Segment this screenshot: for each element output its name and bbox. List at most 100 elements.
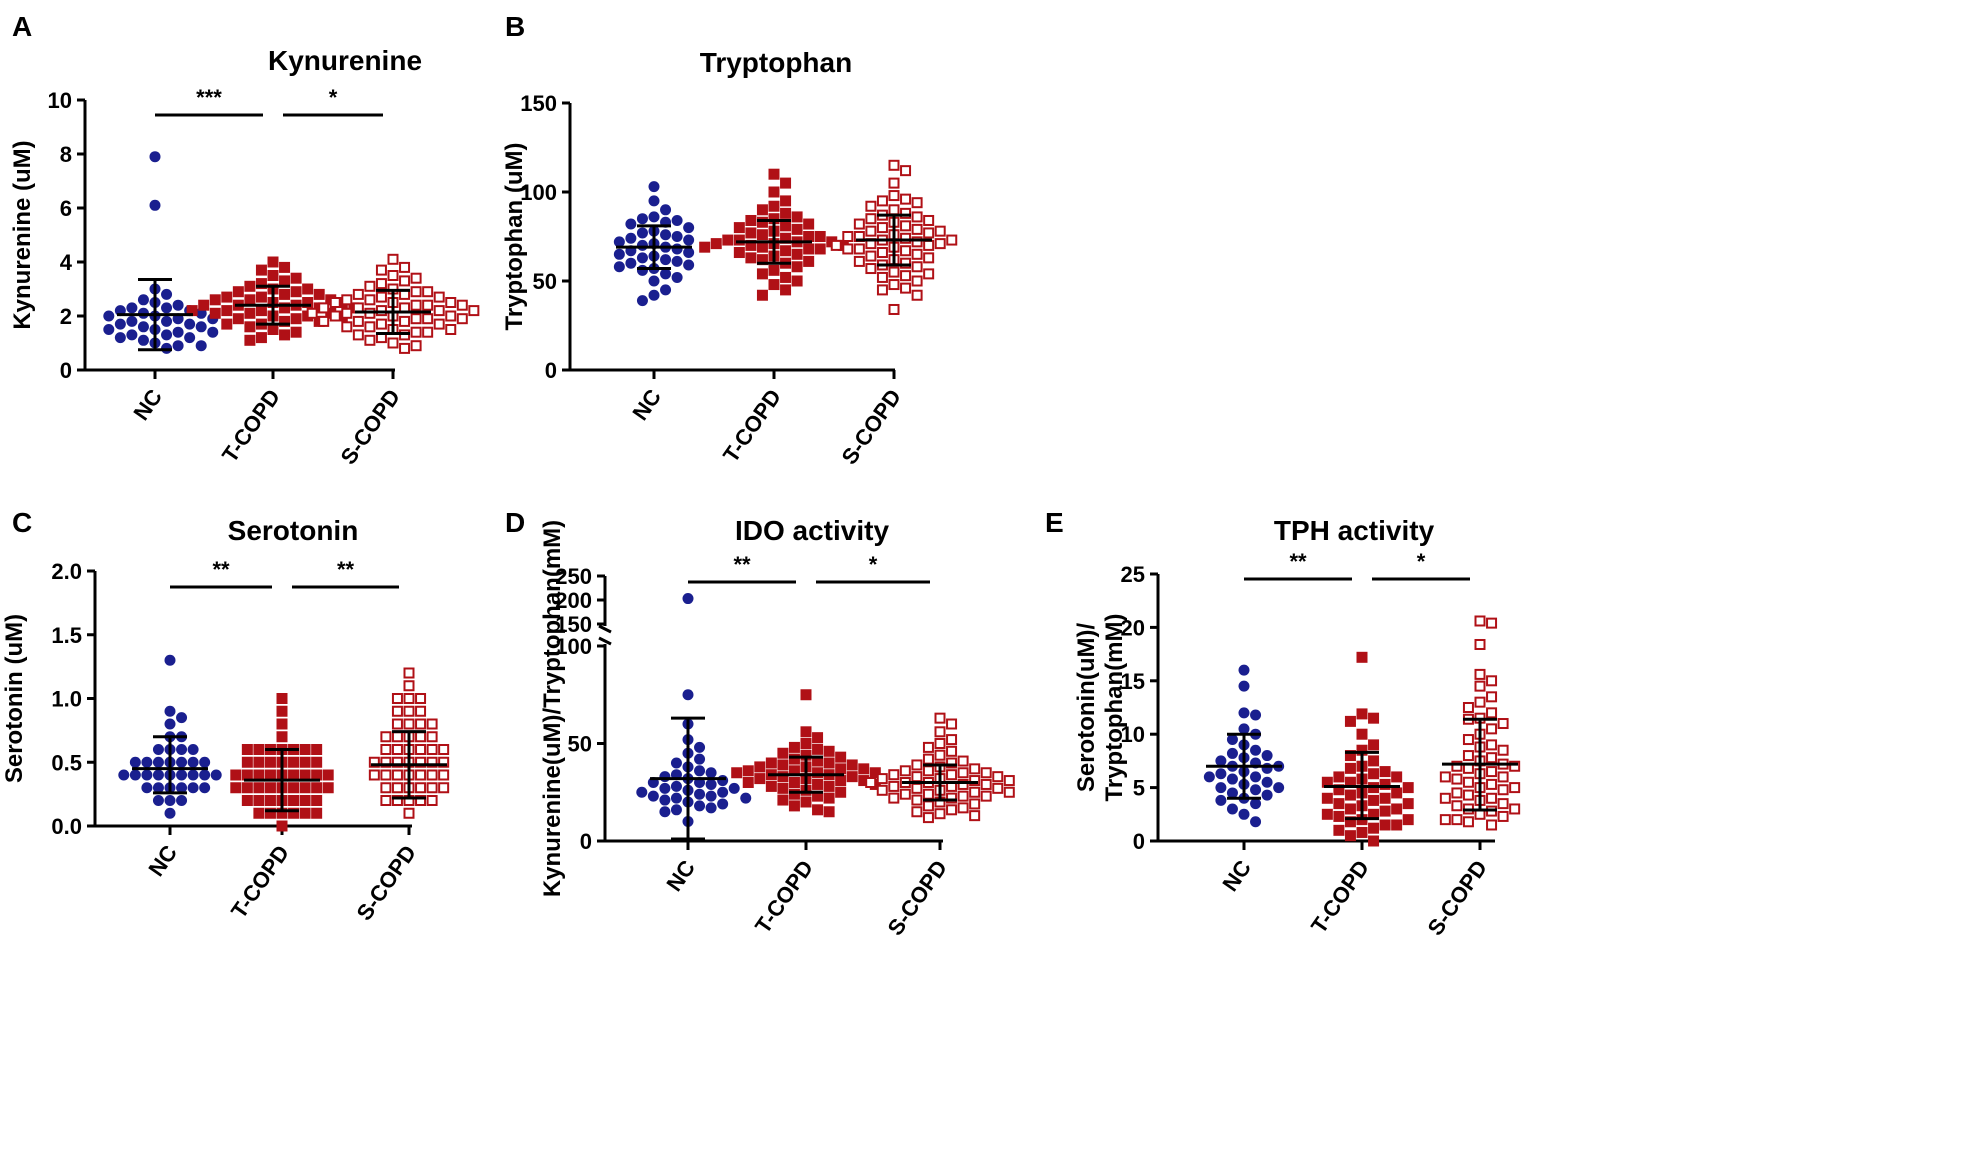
x-tick-label: T-COPD xyxy=(226,841,294,923)
data-point xyxy=(756,254,768,266)
data-point xyxy=(399,261,411,273)
data-point xyxy=(934,808,946,820)
data-point xyxy=(1261,789,1273,801)
data-point xyxy=(957,790,969,802)
y-tick-label: 10 xyxy=(48,88,72,113)
data-point xyxy=(253,782,265,794)
data-point xyxy=(946,792,958,804)
data-point xyxy=(152,756,164,768)
data-point xyxy=(780,245,792,257)
data-point xyxy=(911,223,923,235)
data-point xyxy=(1368,755,1380,767)
data-point xyxy=(276,731,288,743)
data-point xyxy=(865,200,877,212)
data-point xyxy=(823,757,835,769)
data-point xyxy=(1226,734,1238,746)
data-point xyxy=(980,790,992,802)
data-point xyxy=(648,181,660,193)
data-point xyxy=(164,807,176,819)
data-point xyxy=(410,313,422,325)
data-point xyxy=(380,744,392,755)
x-tick-label: NC xyxy=(627,384,666,424)
data-point xyxy=(1497,798,1509,810)
data-point xyxy=(195,321,207,333)
significance-label: * xyxy=(869,552,878,577)
data-point xyxy=(660,204,672,216)
data-point xyxy=(1486,707,1498,719)
data-point xyxy=(230,769,242,781)
data-point xyxy=(670,757,682,769)
panel-c: C Serotonin 0.0 0.5 1.0 1.5 2.0 Serotonin (uM) N… xyxy=(1,507,450,925)
data-point xyxy=(899,788,911,800)
data-point xyxy=(176,795,188,806)
data-point xyxy=(1238,723,1250,735)
data-point xyxy=(788,777,800,788)
data-point xyxy=(276,693,288,704)
data-point xyxy=(1321,792,1333,804)
data-point xyxy=(671,255,683,267)
data-point xyxy=(1250,771,1262,783)
y-tick-label: 15 xyxy=(1121,669,1145,694)
data-point xyxy=(176,712,188,724)
data-point xyxy=(368,769,380,781)
data-point xyxy=(288,795,300,806)
data-point xyxy=(1261,750,1273,762)
data-point xyxy=(1215,755,1227,767)
x-tick-label: T-COPD xyxy=(1306,856,1374,938)
data-point xyxy=(812,804,824,816)
data-point xyxy=(253,795,265,806)
data-point xyxy=(311,769,323,781)
data-point xyxy=(780,271,792,283)
data-point xyxy=(241,769,253,781)
data-point xyxy=(705,790,717,802)
data-point xyxy=(415,756,427,768)
data-point xyxy=(1250,709,1262,721)
data-point xyxy=(456,313,468,325)
data-point xyxy=(1238,808,1250,820)
y-tick-label: 50 xyxy=(533,269,557,294)
data-point xyxy=(823,792,835,804)
data-point xyxy=(290,286,302,298)
data-point xyxy=(255,278,267,290)
data-point xyxy=(888,792,900,804)
data-point xyxy=(433,291,445,303)
data-point xyxy=(1215,782,1227,794)
data-point xyxy=(1474,668,1486,680)
data-point xyxy=(911,197,923,209)
data-point xyxy=(152,744,164,755)
data-point xyxy=(980,767,992,779)
data-point xyxy=(670,792,682,804)
data-point xyxy=(768,168,780,180)
data-point xyxy=(636,264,648,276)
data-point xyxy=(923,268,935,280)
data-point xyxy=(415,795,427,806)
data-point xyxy=(648,195,660,207)
data-point xyxy=(415,705,427,717)
data-point xyxy=(255,305,267,317)
data-point xyxy=(1486,819,1498,831)
data-point xyxy=(187,769,199,781)
data-point xyxy=(164,654,176,666)
data-point xyxy=(780,220,792,232)
data-point xyxy=(232,286,244,298)
y-tick-label: 1.0 xyxy=(51,687,82,712)
data-point xyxy=(823,745,835,757)
data-point xyxy=(1474,680,1486,692)
data-point xyxy=(1344,776,1356,788)
data-point xyxy=(387,253,399,265)
data-point xyxy=(765,780,777,792)
data-point xyxy=(199,756,211,768)
significance-label: ** xyxy=(733,552,751,577)
data-point xyxy=(161,315,173,327)
data-point xyxy=(756,216,768,228)
data-point xyxy=(126,329,138,341)
data-point xyxy=(1273,782,1285,794)
y-tick-label: 50 xyxy=(568,732,592,757)
data-point xyxy=(1333,810,1345,822)
x-tick-label: NC xyxy=(143,840,182,880)
data-point xyxy=(780,232,792,244)
data-point xyxy=(241,744,253,755)
data-point xyxy=(659,794,671,806)
significance-label: * xyxy=(329,85,338,110)
data-point xyxy=(1238,664,1250,676)
